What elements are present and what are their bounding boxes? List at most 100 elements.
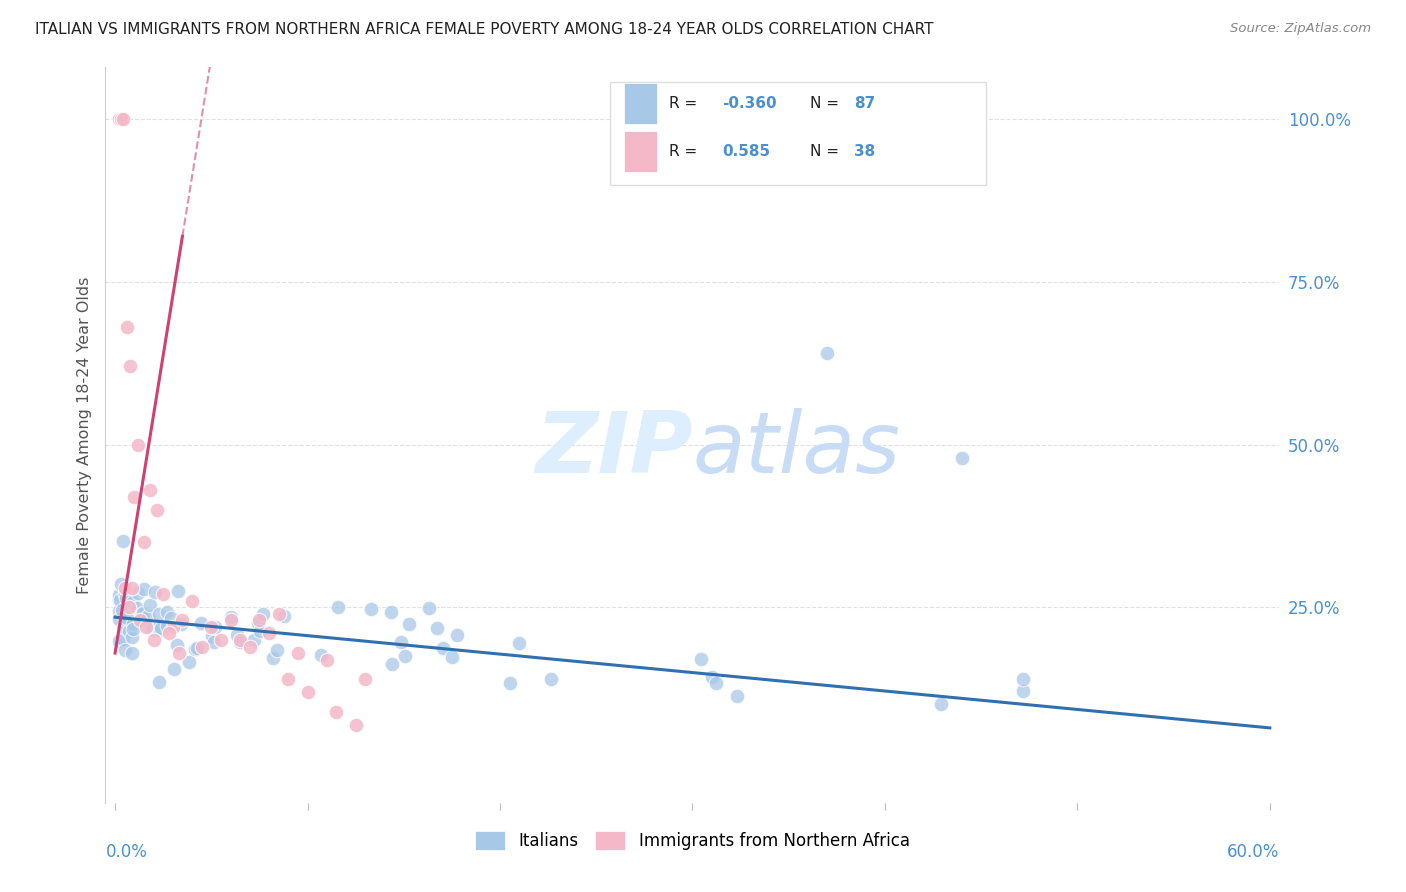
Point <box>200 620 222 634</box>
Point <box>219 610 242 624</box>
Point <box>202 634 225 648</box>
Point <box>115 611 138 625</box>
Point <box>108 634 131 648</box>
Point <box>139 621 162 635</box>
Point <box>120 359 142 374</box>
Point <box>277 672 299 686</box>
Point <box>177 656 200 670</box>
Point <box>219 614 242 628</box>
Point <box>156 605 179 619</box>
Point <box>163 662 186 676</box>
Point <box>131 607 153 621</box>
Point <box>1012 673 1035 687</box>
Point <box>226 628 249 642</box>
Point <box>146 502 169 516</box>
Point <box>108 604 131 618</box>
Point <box>257 626 280 640</box>
Point <box>398 617 420 632</box>
Point <box>110 576 132 591</box>
FancyBboxPatch shape <box>624 131 657 172</box>
Point <box>121 616 143 631</box>
Text: 0.585: 0.585 <box>721 144 770 159</box>
Point <box>380 605 402 619</box>
Point <box>229 632 252 647</box>
Point <box>315 652 337 666</box>
FancyBboxPatch shape <box>610 81 986 185</box>
Point <box>389 635 412 649</box>
Point <box>148 621 170 635</box>
Point <box>118 624 141 638</box>
Point <box>249 624 271 638</box>
Point <box>262 651 284 665</box>
Point <box>360 602 382 616</box>
Point <box>418 601 440 615</box>
Point <box>266 643 288 657</box>
Point <box>267 607 290 621</box>
Point <box>156 619 179 633</box>
Point <box>132 606 155 620</box>
Point <box>122 622 145 636</box>
Point <box>309 648 332 662</box>
Point <box>121 630 143 644</box>
Text: 60.0%: 60.0% <box>1227 843 1279 862</box>
Point <box>149 621 172 635</box>
Point <box>125 600 148 615</box>
Point <box>135 620 157 634</box>
Point <box>381 657 404 671</box>
Legend: Italians, Immigrants from Northern Africa: Italians, Immigrants from Northern Afric… <box>468 824 917 857</box>
Point <box>252 607 274 621</box>
Point <box>204 619 226 633</box>
Point <box>690 651 713 665</box>
Text: -0.360: -0.360 <box>721 96 776 112</box>
Point <box>186 640 208 655</box>
FancyBboxPatch shape <box>624 84 657 124</box>
Point <box>115 320 138 334</box>
Point <box>121 581 143 595</box>
Text: N =: N = <box>810 144 844 159</box>
Point <box>441 650 464 665</box>
Point <box>108 591 131 606</box>
Point <box>354 672 377 686</box>
Text: 87: 87 <box>855 96 876 112</box>
Text: 38: 38 <box>855 144 876 159</box>
Point <box>114 581 136 595</box>
Point <box>121 646 143 660</box>
Point <box>129 614 152 628</box>
Point <box>138 483 160 498</box>
Point <box>124 490 146 504</box>
Point <box>432 641 454 656</box>
Point <box>108 588 131 602</box>
Point <box>700 670 723 684</box>
Text: ZIP: ZIP <box>534 408 693 491</box>
Point <box>111 603 134 617</box>
Point <box>110 112 132 126</box>
Text: R =: R = <box>669 96 702 112</box>
Point <box>108 612 131 626</box>
Point <box>159 610 181 624</box>
Y-axis label: Female Poverty Among 18-24 Year Olds: Female Poverty Among 18-24 Year Olds <box>76 277 91 593</box>
Text: 0.0%: 0.0% <box>105 843 148 862</box>
Point <box>139 598 162 612</box>
Point <box>931 697 953 711</box>
Text: ITALIAN VS IMMIGRANTS FROM NORTHERN AFRICA FEMALE POVERTY AMONG 18-24 YEAR OLDS : ITALIAN VS IMMIGRANTS FROM NORTHERN AFRI… <box>35 22 934 37</box>
Point <box>148 674 170 689</box>
Point <box>112 632 135 646</box>
Point <box>181 594 204 608</box>
Point <box>172 614 194 628</box>
Point <box>394 648 416 663</box>
Point <box>183 642 205 657</box>
Point <box>190 640 212 654</box>
Point <box>297 685 319 699</box>
Point <box>148 607 170 621</box>
Point <box>167 646 190 660</box>
Point <box>112 534 135 549</box>
Point <box>114 613 136 627</box>
Point <box>134 582 156 596</box>
Point <box>157 626 180 640</box>
Point <box>190 615 212 630</box>
Point <box>344 717 367 731</box>
Point <box>704 676 727 690</box>
Point <box>326 599 349 614</box>
Point <box>111 112 134 126</box>
Point <box>166 638 188 652</box>
